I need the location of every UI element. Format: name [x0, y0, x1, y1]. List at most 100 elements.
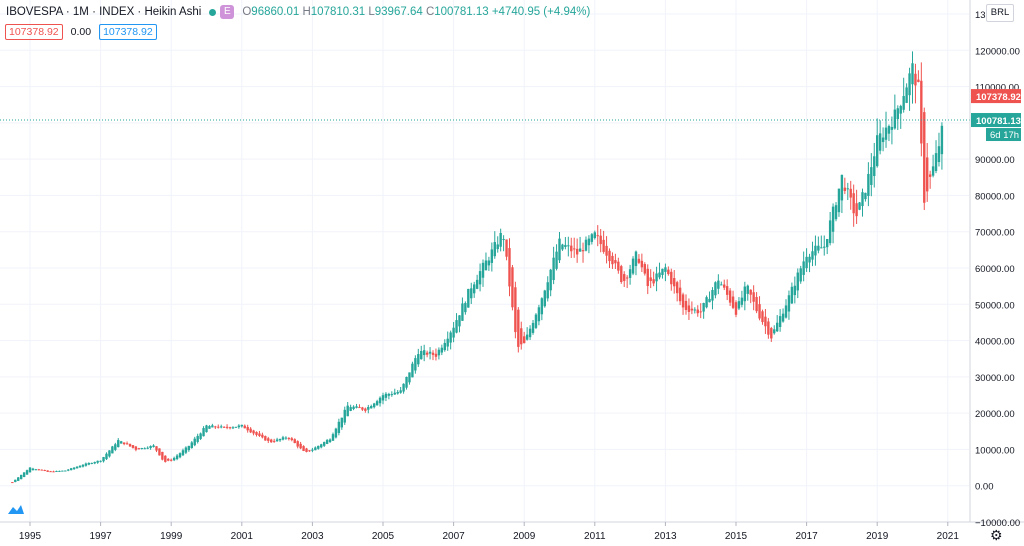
candle: [61, 470, 64, 472]
candle: [475, 274, 479, 290]
indicator-row: 107378.92 0.00 107378.92: [5, 24, 157, 40]
candle-body: [711, 290, 714, 301]
candle-body: [425, 352, 429, 355]
candle: [670, 268, 673, 291]
y-tick-label: 90000.00: [975, 155, 1015, 166]
candle: [58, 470, 61, 472]
candle: [584, 236, 588, 252]
candle-body: [352, 406, 355, 410]
candle-body: [861, 192, 864, 207]
candle-body: [40, 469, 43, 471]
y-tick-label: 80000.00: [975, 191, 1015, 202]
candle: [211, 423, 214, 428]
candle-body: [467, 288, 470, 308]
candle: [725, 279, 729, 301]
candle-body: [328, 439, 332, 443]
candle-body: [523, 336, 526, 344]
candle-body: [305, 448, 308, 452]
candle-body: [411, 363, 414, 378]
candle: [508, 238, 511, 297]
candle: [561, 243, 564, 251]
candle: [684, 294, 688, 315]
candle: [455, 313, 458, 334]
candle: [122, 442, 126, 446]
candle: [661, 268, 664, 279]
candle-body: [434, 353, 438, 357]
candle-body: [22, 472, 26, 478]
candle: [119, 440, 123, 444]
candle-body: [417, 354, 420, 365]
candle-body: [602, 239, 605, 252]
candle: [614, 253, 617, 270]
candle: [305, 447, 308, 453]
candle-body: [634, 251, 638, 267]
tradingview-logo-icon[interactable]: [6, 500, 26, 520]
candle: [381, 392, 385, 405]
candle: [873, 142, 876, 188]
candle-body: [134, 446, 138, 450]
candle-body: [422, 350, 426, 356]
candle: [705, 295, 708, 309]
earnings-badge[interactable]: E: [220, 5, 235, 19]
candle: [890, 116, 894, 145]
candle-body: [517, 309, 520, 347]
x-tick-label: 2019: [866, 531, 889, 542]
time-axis[interactable]: 1995 1997 1999 2001 2003 2005 2007 2009 2011 2013…: [19, 522, 959, 542]
candle-body: [928, 174, 932, 177]
price-axis[interactable]: −10000.00 0.00 10000.00 20000.00 30000.00 400…: [975, 10, 1020, 529]
candle: [249, 427, 252, 434]
candle: [817, 236, 820, 254]
candle: [149, 445, 152, 450]
candle-body: [211, 425, 214, 428]
candle: [87, 462, 91, 466]
candle-body: [281, 437, 285, 440]
symbol-title[interactable]: IBOVESPA · 1M · INDEX · Heikin Ashi: [6, 6, 202, 18]
candle: [420, 345, 423, 360]
candle-body: [564, 244, 567, 248]
candle: [558, 232, 561, 264]
candle-body: [552, 257, 555, 281]
candle-body: [437, 349, 441, 356]
candle-body: [849, 188, 852, 198]
candle: [643, 262, 647, 276]
candle: [334, 427, 338, 439]
candle: [170, 458, 173, 462]
change-value: +4740.95 (+4.94%): [491, 6, 591, 18]
candle: [861, 188, 864, 217]
candle: [37, 468, 41, 471]
settings-gear-icon[interactable]: ⚙: [990, 527, 1003, 543]
candle-body: [590, 234, 594, 242]
y-tick-label: 13: [975, 10, 986, 21]
price-box-red[interactable]: 107378.92: [5, 24, 63, 40]
candle-body: [593, 232, 596, 239]
currency-button[interactable]: BRL: [986, 4, 1014, 22]
candle-body: [340, 417, 344, 428]
candle: [299, 441, 302, 450]
candle-body: [402, 383, 405, 392]
candle: [773, 325, 776, 335]
candle-body: [690, 308, 694, 311]
candle-body: [346, 405, 349, 417]
candle: [175, 454, 179, 461]
candle: [799, 265, 802, 284]
candle: [587, 235, 591, 254]
candle-body: [102, 457, 105, 462]
x-tick-label: 2001: [231, 531, 254, 542]
candle-body: [31, 468, 35, 470]
candle: [520, 321, 523, 350]
price-box-blue[interactable]: 107378.92: [99, 24, 157, 40]
candle: [787, 290, 791, 320]
candle-body: [720, 284, 723, 286]
candle: [564, 237, 567, 250]
candle-body: [496, 244, 499, 250]
candle: [858, 201, 861, 211]
ohlc-values: O96860.01 H107810.31 L93967.64 C100781.1…: [242, 6, 591, 18]
candle-body: [481, 262, 485, 278]
candle: [361, 406, 364, 411]
candle-body: [702, 302, 705, 312]
candle: [143, 447, 146, 450]
candle: [372, 402, 376, 409]
candle-body: [170, 459, 173, 461]
candle: [272, 438, 276, 443]
